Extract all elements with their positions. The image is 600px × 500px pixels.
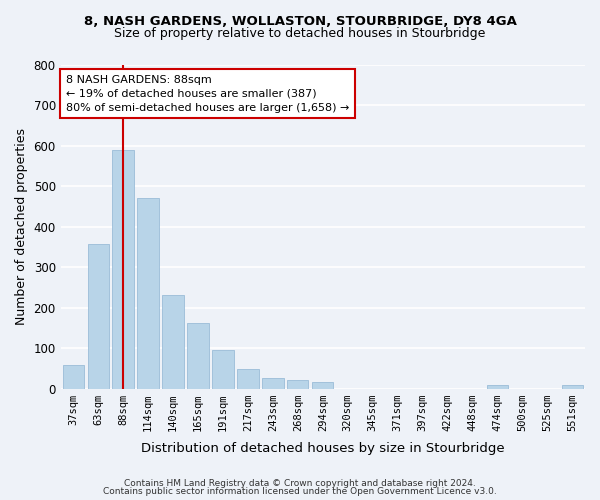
Bar: [112, 150, 134, 388]
Bar: [163, 294, 184, 388]
Bar: [212, 350, 233, 389]
Bar: [187, 322, 209, 388]
Text: Size of property relative to detached houses in Stourbridge: Size of property relative to detached ho…: [115, 28, 485, 40]
Text: 8 NASH GARDENS: 88sqm
← 19% of detached houses are smaller (387)
80% of semi-det: 8 NASH GARDENS: 88sqm ← 19% of detached …: [66, 74, 349, 112]
Bar: [88, 244, 109, 388]
Text: Contains HM Land Registry data © Crown copyright and database right 2024.: Contains HM Land Registry data © Crown c…: [124, 478, 476, 488]
Bar: [562, 386, 583, 388]
Bar: [262, 378, 284, 388]
Bar: [312, 382, 334, 388]
Text: 8, NASH GARDENS, WOLLASTON, STOURBRIDGE, DY8 4GA: 8, NASH GARDENS, WOLLASTON, STOURBRIDGE,…: [83, 15, 517, 28]
Bar: [238, 369, 259, 388]
Bar: [487, 386, 508, 388]
Y-axis label: Number of detached properties: Number of detached properties: [15, 128, 28, 326]
Bar: [287, 380, 308, 388]
X-axis label: Distribution of detached houses by size in Stourbridge: Distribution of detached houses by size …: [141, 442, 505, 455]
Bar: [62, 366, 84, 388]
Bar: [137, 198, 158, 388]
Text: Contains public sector information licensed under the Open Government Licence v3: Contains public sector information licen…: [103, 487, 497, 496]
